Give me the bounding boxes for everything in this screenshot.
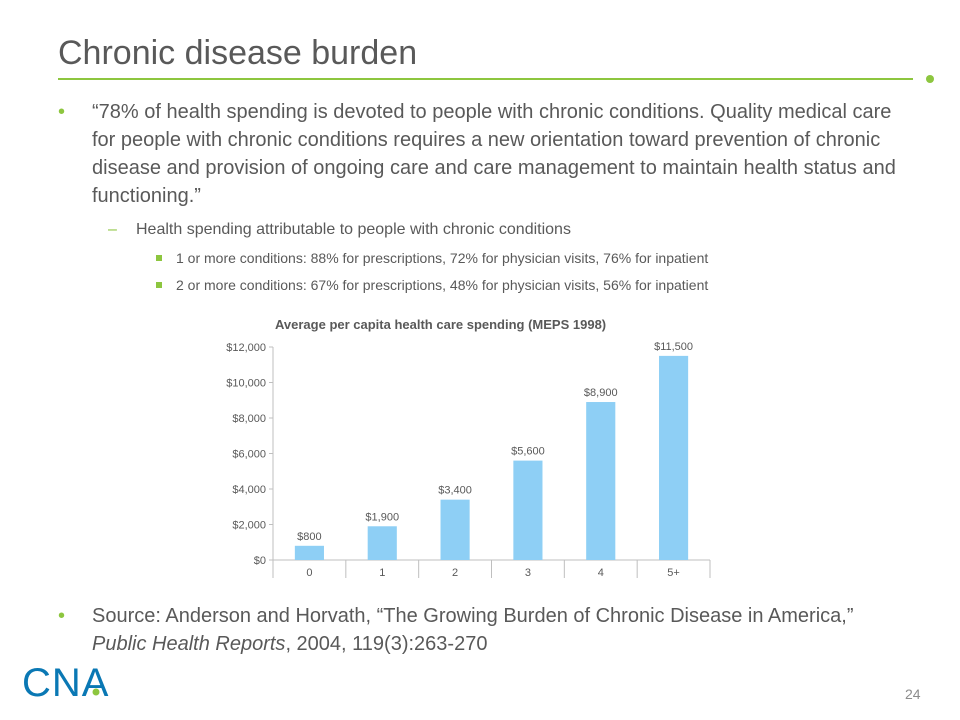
x-tick-label: 3	[525, 567, 531, 579]
page-number: 24	[905, 686, 921, 702]
spending-chart: Average per capita health care spending …	[205, 312, 725, 587]
x-tick-label: 1	[379, 567, 385, 579]
y-tick-label: $4,000	[232, 484, 266, 496]
bar-data-label: $8,900	[584, 387, 618, 399]
bar-0	[294, 545, 324, 560]
title-rule	[58, 78, 913, 80]
y-tick-label: $0	[254, 555, 266, 567]
source-suffix: , 2004, 119(3):263-270	[285, 633, 488, 655]
logo-dot	[92, 688, 100, 696]
y-tick-label: $10,000	[226, 378, 266, 390]
bar-data-label: $11,500	[654, 341, 693, 353]
bar-3	[513, 460, 543, 560]
sub-sub-bullet-1: 1 or more conditions: 88% for prescripti…	[156, 248, 916, 268]
bar-4	[586, 402, 616, 560]
bullet-marker: •	[58, 605, 66, 627]
bar-data-label: $3,400	[438, 485, 472, 497]
bar-2	[440, 499, 470, 560]
dash-marker: –	[108, 221, 117, 238]
x-tick-label: 2	[452, 567, 458, 579]
x-tick-label: 4	[598, 567, 604, 579]
slide-title: Chronic disease burden	[58, 34, 418, 72]
y-tick-label: $8,000	[232, 413, 266, 425]
source-bullet: • Source: Anderson and Horvath, “The Gro…	[58, 602, 908, 658]
source-journal: Public Health Reports	[92, 633, 286, 655]
bar-data-label: $1,900	[365, 511, 399, 523]
chart-title: Average per capita health care spending …	[275, 317, 606, 332]
quote-bullet: • “78% of health spending is devoted to …	[58, 98, 908, 210]
quote-text: “78% of health spending is devoted to pe…	[92, 101, 896, 207]
rule-dot	[926, 75, 934, 83]
bar-chart-svg: Average per capita health care spending …	[226, 317, 711, 579]
sub-sub-bullet-text: 1 or more conditions: 88% for prescripti…	[176, 250, 709, 266]
bar-1	[367, 526, 397, 560]
bar-5+	[659, 355, 689, 560]
sub-sub-bullet-2: 2 or more conditions: 67% for prescripti…	[156, 275, 916, 295]
square-marker	[156, 282, 162, 288]
source-prefix: Source: Anderson and Horvath, “The Growi…	[92, 605, 854, 627]
sub-bullet: – Health spending attributable to people…	[108, 219, 908, 241]
bullet-marker: •	[58, 101, 66, 123]
sub-bullet-text: Health spending attributable to people w…	[136, 221, 571, 238]
cna-logo: CNA	[22, 661, 122, 709]
y-tick-label: $2,000	[232, 520, 266, 532]
x-tick-label: 0	[306, 567, 312, 579]
y-tick-label: $6,000	[232, 449, 266, 461]
x-tick-label: 5+	[667, 567, 680, 579]
logo-svg: CNA	[22, 661, 109, 705]
logo-text: CNA	[22, 662, 109, 704]
y-tick-label: $12,000	[226, 342, 266, 354]
bar-data-label: $800	[297, 531, 321, 543]
source-text: Source: Anderson and Horvath, “The Growi…	[92, 602, 908, 658]
bar-data-label: $5,600	[511, 446, 545, 458]
sub-sub-bullet-text: 2 or more conditions: 67% for prescripti…	[176, 277, 709, 293]
square-marker	[156, 255, 162, 261]
